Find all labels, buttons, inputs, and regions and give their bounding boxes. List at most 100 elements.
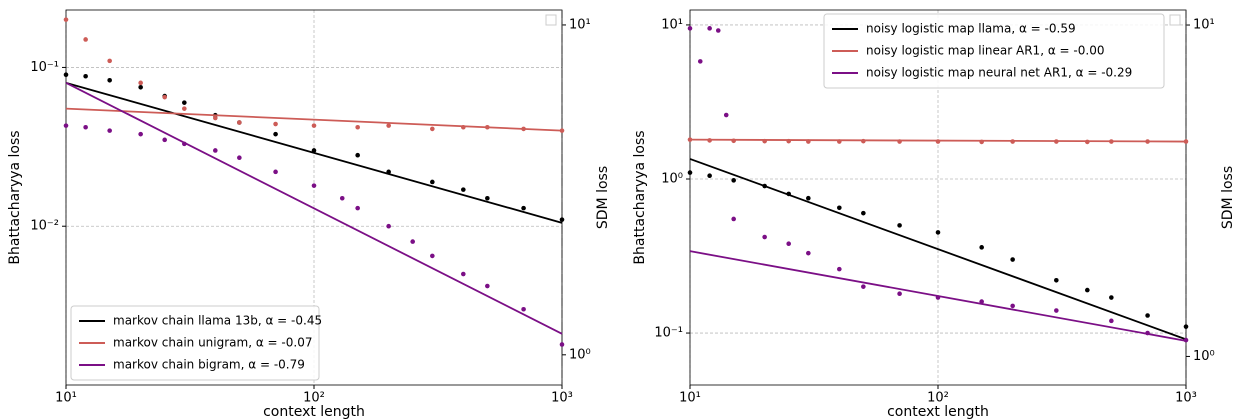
point — [339, 195, 345, 201]
point — [410, 239, 415, 244]
legend: noisy logistic map llama, α = -0.59 noisy… — [823, 13, 1165, 89]
point — [237, 120, 242, 125]
x-tick-label: 10¹ — [55, 391, 77, 406]
point — [1054, 308, 1059, 313]
empty-legend — [545, 14, 557, 26]
point — [731, 178, 736, 183]
point — [83, 37, 88, 42]
legend-label: noisy logistic map neural net AR1, α = -… — [866, 66, 1132, 80]
x-tick-label: 10³ — [551, 391, 573, 406]
y-axis-label: Bhattacharyya loss — [632, 130, 648, 264]
point — [1183, 324, 1189, 329]
point — [861, 210, 866, 216]
point — [697, 59, 703, 64]
point — [979, 299, 984, 304]
y-tick-label: 10⁻² — [30, 219, 59, 234]
panel: 10¹ 10² 10³ 10¹ 10⁰ 10⁻¹ 10¹ 10⁰ context length B… — [632, 9, 1236, 419]
point — [355, 124, 360, 130]
point — [162, 94, 167, 100]
point — [806, 250, 811, 256]
point — [273, 121, 278, 127]
y2-axis-label: SDM loss — [595, 166, 611, 229]
y-tick-label: 10⁻¹ — [30, 60, 59, 75]
y-axis-label: Bhattacharyya loss — [7, 130, 23, 264]
point — [715, 28, 721, 33]
point — [806, 195, 811, 201]
point — [273, 131, 278, 137]
y2-tick-label: 10¹ — [569, 17, 591, 32]
y-tick-label: 10¹ — [661, 17, 683, 32]
point — [273, 169, 278, 175]
fit-line — [689, 158, 1187, 341]
point — [1109, 318, 1114, 324]
legend-label: markov chain unigram, α = -0.07 — [113, 336, 312, 350]
legend-label: noisy logistic map llama, α = -0.59 — [866, 22, 1076, 36]
point — [1010, 257, 1015, 262]
point — [355, 152, 360, 158]
legend-box — [70, 305, 320, 381]
point — [461, 187, 466, 192]
point — [1085, 287, 1090, 293]
point — [861, 284, 866, 289]
point — [213, 148, 218, 153]
point — [430, 253, 435, 259]
fit-line — [65, 107, 563, 132]
point — [138, 84, 143, 90]
fit-line — [65, 82, 563, 335]
y-tick-label: 10⁰ — [661, 171, 683, 186]
point — [430, 126, 435, 132]
x-tick-label: 10² — [927, 391, 949, 406]
point — [837, 266, 842, 272]
point — [386, 123, 391, 128]
legend: markov chain llama 13b, α = -0.45 markov … — [70, 305, 322, 381]
point — [107, 128, 112, 133]
point — [355, 205, 360, 211]
x-axis-label: context length — [887, 404, 989, 419]
legend-label: markov chain llama 13b, α = -0.45 — [113, 314, 322, 328]
point — [979, 245, 984, 250]
point — [707, 26, 712, 31]
point — [63, 123, 69, 128]
y2-tick-label: 10⁰ — [569, 347, 591, 362]
point — [687, 170, 693, 175]
x-tick-label: 10³ — [1175, 391, 1197, 406]
fit-line — [689, 250, 1187, 342]
point — [521, 205, 526, 211]
point — [731, 216, 736, 222]
point — [311, 183, 317, 188]
point — [1109, 295, 1114, 300]
y2-axis-label: SDM loss — [1220, 166, 1236, 229]
legend-label: markov chain bigram, α = -0.79 — [113, 358, 305, 372]
point — [762, 234, 767, 240]
legend-box — [823, 13, 1165, 89]
point — [237, 155, 242, 161]
point — [935, 230, 941, 235]
point — [707, 173, 712, 179]
point — [83, 124, 88, 130]
panel: 10¹ 10² 10³ 10⁻¹ 10⁻² 10¹ 10⁰ context length Bha… — [7, 9, 611, 419]
point — [311, 123, 317, 128]
point — [1145, 313, 1150, 318]
x-axis-label: context length — [263, 404, 365, 419]
point — [386, 223, 391, 229]
legend-label: noisy logistic map linear AR1, α = -0.00 — [866, 44, 1104, 58]
point — [182, 100, 187, 105]
point — [107, 58, 112, 64]
y-tick-label: 10⁻¹ — [654, 326, 683, 341]
point — [182, 106, 187, 111]
point — [1054, 277, 1059, 283]
point — [559, 342, 565, 347]
empty-legend — [1169, 14, 1181, 26]
fit-line — [65, 81, 563, 224]
point — [837, 205, 842, 211]
x-tick-label: 10² — [303, 391, 325, 406]
point — [897, 291, 902, 297]
point — [63, 72, 69, 78]
point — [786, 241, 791, 247]
x-tick-label: 10¹ — [679, 391, 701, 406]
point — [559, 217, 565, 222]
point — [723, 112, 729, 118]
point — [430, 179, 435, 185]
point — [213, 115, 218, 121]
